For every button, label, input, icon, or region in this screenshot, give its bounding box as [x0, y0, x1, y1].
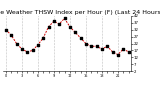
- Point: [85, 43, 87, 44]
- Point: [101, 48, 103, 50]
- Point: [42, 37, 44, 39]
- Point: [21, 48, 23, 50]
- Title: Milwaukee Weather THSW Index per Hour (F) (Last 24 Hours): Milwaukee Weather THSW Index per Hour (F…: [0, 10, 160, 15]
- Point: [79, 37, 82, 39]
- Point: [74, 32, 76, 33]
- Point: [127, 51, 130, 53]
- Point: [47, 26, 50, 27]
- Point: [95, 46, 98, 47]
- Point: [31, 50, 34, 51]
- Point: [58, 23, 60, 25]
- Point: [63, 18, 66, 19]
- Point: [37, 44, 39, 46]
- Point: [5, 29, 7, 30]
- Point: [26, 51, 28, 53]
- Point: [90, 46, 92, 47]
- Point: [111, 51, 114, 53]
- Point: [10, 34, 12, 36]
- Point: [117, 54, 119, 55]
- Point: [69, 26, 71, 27]
- Point: [106, 46, 108, 47]
- Point: [53, 21, 55, 22]
- Point: [15, 43, 18, 44]
- Point: [122, 48, 124, 50]
